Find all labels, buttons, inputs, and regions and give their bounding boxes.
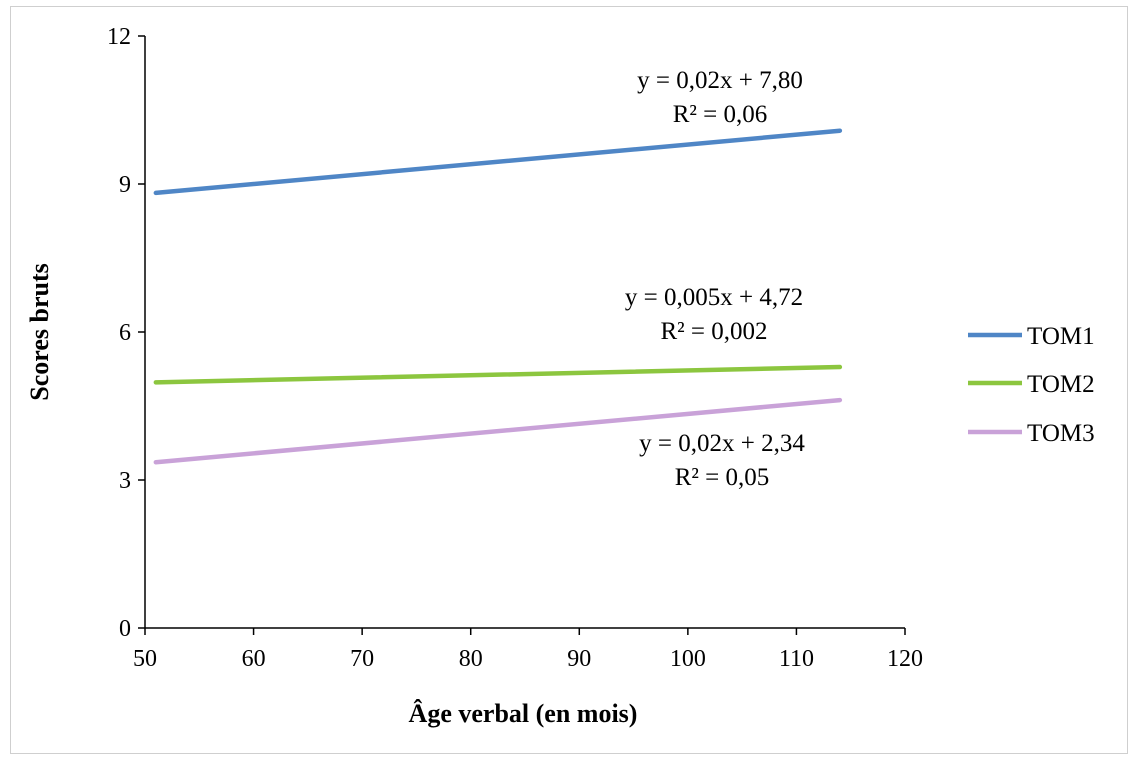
x-tick-label: 90 (567, 646, 591, 672)
x-tick-label: 50 (133, 646, 157, 672)
y-tick-label: 12 (107, 24, 131, 50)
legend-label-tom1: TOM1 (1027, 323, 1095, 350)
x-axis-title: Âge verbal (en mois) (409, 699, 638, 728)
trendline-r2-tom1: R² = 0,06 (673, 101, 768, 128)
series-line-tom3 (153, 397, 843, 465)
y-tick-label: 9 (119, 172, 131, 198)
x-axis-ticks: 50 60 70 80 90 100 110 120 (133, 628, 923, 672)
trendline-r2-tom2: R² = 0,002 (660, 318, 767, 345)
series-line-tom2 (153, 364, 843, 385)
y-tick-label: 3 (119, 468, 131, 494)
x-tick-label: 70 (350, 646, 374, 672)
equation-labels: y = 0,02x + 7,80 R² = 0,06 y = 0,005x + 4,… (625, 67, 805, 491)
trendline-r2-tom3: R² = 0,05 (675, 464, 770, 491)
x-tick-label: 100 (670, 646, 706, 672)
x-tick-label: 80 (459, 646, 483, 672)
trendline-equation-tom2: y = 0,005x + 4,72 (625, 284, 803, 311)
x-tick-label: 120 (887, 646, 923, 672)
plot-area: 0 3 6 9 12 50 60 70 80 90 100 110 120 y = 0,02x + 7… (107, 24, 923, 672)
x-tick-label: 110 (779, 646, 814, 672)
trendline-equation-tom3: y = 0,02x + 2,34 (639, 430, 805, 457)
series-line-tom1 (153, 128, 843, 196)
trendline-equation-tom1: y = 0,02x + 7,80 (637, 67, 803, 94)
y-axis-title: Scores bruts (25, 263, 54, 400)
legend-label-tom3: TOM3 (1027, 420, 1095, 447)
legend: TOM1 TOM2 TOM3 (968, 323, 1095, 447)
chart-frame (10, 6, 1128, 754)
legend-label-tom2: TOM2 (1027, 371, 1095, 398)
y-tick-label: 0 (119, 616, 131, 642)
y-tick-label: 6 (119, 320, 131, 346)
series-lines (153, 128, 843, 465)
x-tick-label: 60 (242, 646, 266, 672)
y-axis-ticks: 0 3 6 9 12 (107, 24, 145, 642)
